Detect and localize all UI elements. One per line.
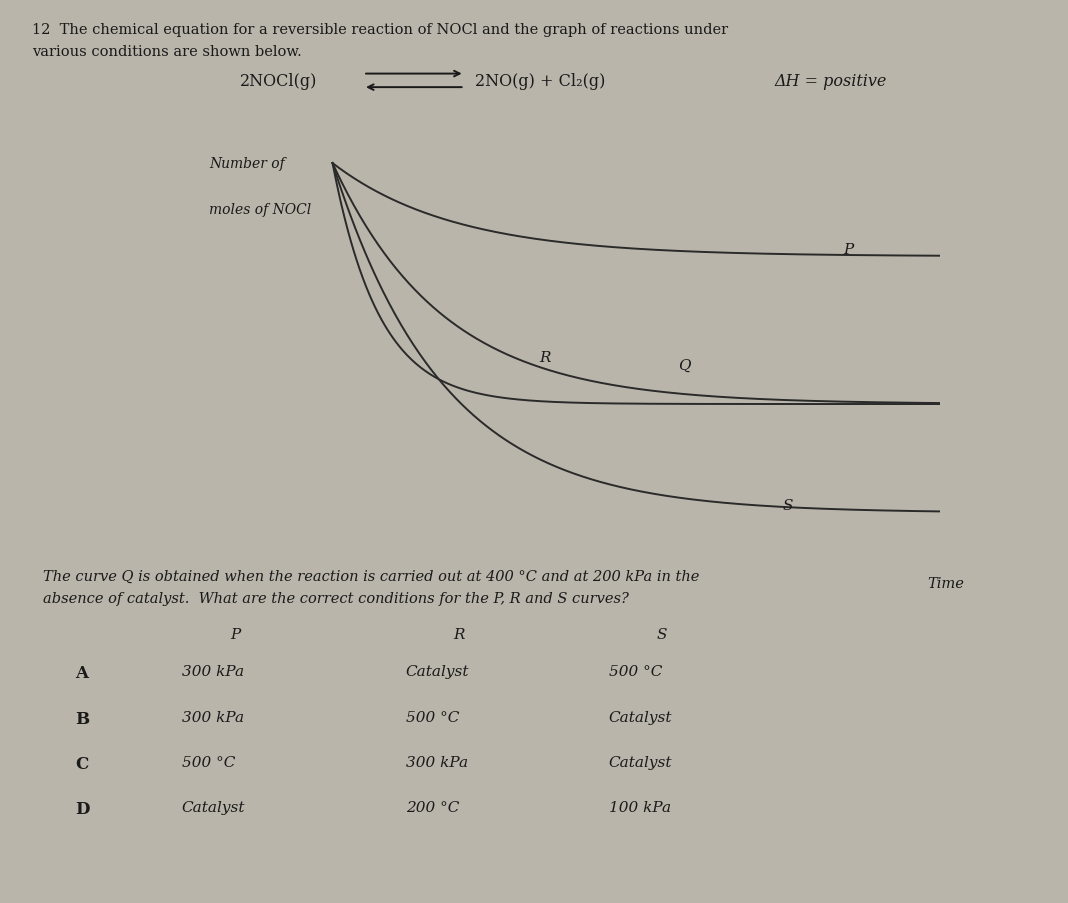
Text: ΔH = positive: ΔH = positive <box>774 73 886 89</box>
Text: The curve Q is obtained when the reaction is carried out at 400 °C and at 200 kP: The curve Q is obtained when the reactio… <box>43 569 700 582</box>
Text: B: B <box>75 710 89 727</box>
Text: 300 kPa: 300 kPa <box>182 665 244 678</box>
Text: 200 °C: 200 °C <box>406 800 459 814</box>
Text: 300 kPa: 300 kPa <box>406 755 468 768</box>
Text: Q: Q <box>678 358 691 373</box>
Text: C: C <box>75 755 88 772</box>
Text: R: R <box>539 351 551 365</box>
Text: 12  The chemical equation for a reversible reaction of NOCl and the graph of rea: 12 The chemical equation for a reversibl… <box>32 23 728 36</box>
Text: Time: Time <box>928 576 964 591</box>
Text: A: A <box>75 665 88 682</box>
Text: absence of catalyst.  What are the correct conditions for the P, R and S curves?: absence of catalyst. What are the correc… <box>43 591 629 605</box>
Text: R: R <box>454 628 465 641</box>
Text: 2NOCl(g): 2NOCl(g) <box>240 73 317 89</box>
Text: S: S <box>657 628 668 641</box>
Text: 500 °C: 500 °C <box>609 665 662 678</box>
Text: various conditions are shown below.: various conditions are shown below. <box>32 45 302 59</box>
Text: 100 kPa: 100 kPa <box>609 800 671 814</box>
Text: Catalyst: Catalyst <box>406 665 469 678</box>
Text: 2NO(g) + Cl₂(g): 2NO(g) + Cl₂(g) <box>475 73 606 89</box>
Text: Catalyst: Catalyst <box>609 710 672 723</box>
Text: Number of: Number of <box>209 157 285 171</box>
Text: moles of NOCl: moles of NOCl <box>209 202 311 217</box>
Text: P: P <box>844 242 854 256</box>
Text: P: P <box>230 628 240 641</box>
Text: 300 kPa: 300 kPa <box>182 710 244 723</box>
Text: D: D <box>75 800 90 817</box>
Text: Catalyst: Catalyst <box>609 755 672 768</box>
Text: Catalyst: Catalyst <box>182 800 245 814</box>
Text: 500 °C: 500 °C <box>182 755 235 768</box>
Text: 500 °C: 500 °C <box>406 710 459 723</box>
Text: S: S <box>783 498 794 513</box>
